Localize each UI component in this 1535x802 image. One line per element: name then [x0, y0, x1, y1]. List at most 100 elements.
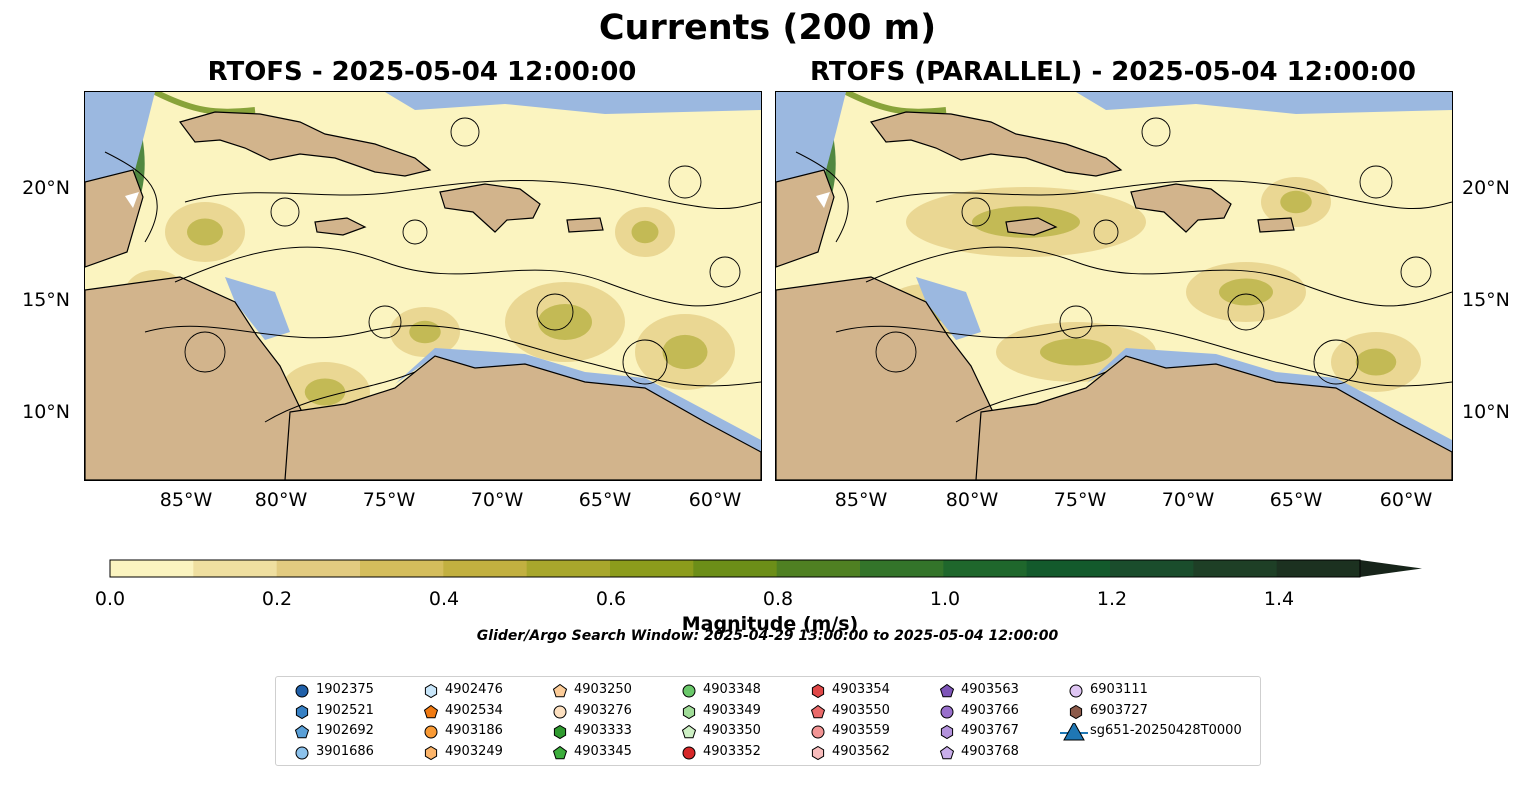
hexagon-marker-icon — [682, 704, 696, 719]
circle-marker-icon — [811, 725, 825, 739]
figure-title: Currents (200 m) — [598, 8, 937, 48]
speed-contour — [1219, 278, 1273, 306]
x-tick-label: 80°W — [945, 489, 999, 511]
hexagon-marker-icon — [940, 724, 954, 740]
streamline-eddy — [1227, 293, 1265, 331]
yucatan-land — [85, 169, 144, 268]
legend-label: 4903250 — [574, 682, 632, 697]
mosquitia-shelf-water — [225, 277, 290, 340]
colorbar-segment — [693, 560, 778, 577]
streamline — [795, 151, 849, 243]
x-tick-label: 70°W — [470, 489, 524, 511]
legend-label: 4903349 — [703, 702, 761, 718]
streamline — [955, 371, 1107, 423]
pentagon-marker-icon — [939, 683, 955, 698]
streamline-eddy — [1059, 305, 1093, 339]
south-america-land — [975, 355, 1452, 480]
loop-current-band — [844, 92, 947, 115]
streamline-eddy — [450, 117, 480, 147]
speed-contour — [1280, 190, 1312, 214]
speed-contour — [304, 378, 346, 406]
colorbar — [109, 559, 1422, 578]
south-america-land — [284, 355, 761, 480]
circle-marker-icon — [1069, 684, 1083, 698]
y-tick-label-left: 10°N — [22, 401, 70, 423]
circle-marker-icon — [682, 746, 696, 759]
legend: 1902375 1902521 1902692 3901686 4902476 49025… — [275, 676, 1261, 766]
colorbar-segment — [110, 560, 194, 577]
pentagon-marker-icon — [681, 724, 697, 739]
colorbar-tick-label: 0.8 — [762, 588, 794, 610]
colorbar-segment — [1276, 560, 1361, 577]
colorbar-tick-label: 1.2 — [1096, 588, 1128, 610]
legend-label: 6903111 — [1090, 682, 1148, 697]
y-tick-label-left: 15°N — [22, 289, 70, 311]
colorbar-segment — [776, 560, 861, 577]
colorbar-tick-label: 0.4 — [428, 588, 460, 610]
streamline — [184, 179, 761, 210]
central-america-land — [776, 276, 1047, 480]
legend-label: 4903562 — [832, 743, 890, 759]
colorbar-segment — [360, 560, 444, 577]
hispaniola-land — [439, 183, 541, 233]
colorbar-tick-label: 0.0 — [94, 588, 126, 610]
circle-marker-icon — [553, 705, 567, 718]
loop-current-band — [153, 92, 256, 115]
colorbar-segment — [1026, 560, 1111, 577]
yucatan-land — [776, 169, 835, 268]
jamaica-land — [1005, 217, 1058, 236]
legend-label: 4903345 — [574, 743, 632, 759]
streamline-eddy — [668, 165, 702, 199]
glider-track-wedge — [816, 192, 830, 208]
map-panel-rtofs — [84, 91, 762, 481]
colorbar-tick-label: 0.6 — [595, 588, 627, 610]
pentagon-marker-icon — [552, 745, 568, 759]
x-tick-label: 75°W — [362, 489, 416, 511]
hexagon-marker-icon — [553, 724, 567, 740]
circle-marker-icon — [424, 725, 438, 739]
panel-title-rtofs-parallel: RTOFS (PARALLEL) - 2025-05-04 12:00:00 — [810, 57, 1416, 87]
legend-label: 4903768 — [961, 743, 1019, 759]
streamline-eddy — [368, 305, 402, 339]
streamline-eddy — [1400, 256, 1432, 288]
puerto-rico-land — [566, 217, 604, 233]
y-tick-label-left: 20°N — [22, 177, 70, 199]
gulf-shelf-water — [776, 92, 846, 182]
colorbar-segment — [276, 560, 361, 577]
colorbar-label: Magnitude (m/s) — [681, 613, 859, 635]
streamline — [104, 151, 158, 243]
cuba-land — [178, 111, 432, 177]
streamline — [835, 324, 1452, 387]
hexagon-marker-icon — [1069, 704, 1083, 719]
speed-contour — [409, 320, 441, 344]
jamaica-land — [314, 217, 367, 236]
legend-label: 1902692 — [316, 723, 374, 738]
colorbar-tick-label: 0.2 — [261, 588, 293, 610]
streamline-eddy — [709, 256, 741, 288]
streamline-eddy — [402, 219, 428, 245]
streamline — [875, 179, 1452, 210]
current-map-rtofs — [85, 92, 761, 480]
legend-label: 4903348 — [703, 682, 761, 697]
colorbar-segment — [526, 560, 611, 577]
mosquitia-shelf-water — [916, 277, 981, 340]
colorbar-segment — [860, 560, 944, 577]
colorbar-segment — [610, 560, 694, 577]
circle-marker-icon — [682, 684, 696, 698]
legend-label: sg651-20250428T0000 — [1090, 723, 1242, 738]
speed-contour — [1040, 338, 1112, 366]
x-tick-label: 65°W — [578, 489, 632, 511]
legend-label: 4903559 — [832, 723, 890, 738]
pentagon-marker-icon — [810, 704, 826, 718]
streamline-eddy — [961, 197, 991, 227]
legend-label: 4903249 — [445, 743, 503, 759]
x-tick-label: 80°W — [254, 489, 308, 511]
colorbar-segment — [943, 560, 1028, 577]
legend-label: 4903352 — [703, 743, 761, 759]
legend-label: 1902375 — [316, 682, 374, 697]
speed-contour — [631, 220, 659, 244]
legend-label: 1902521 — [316, 702, 374, 718]
legend-label: 4902534 — [445, 702, 503, 718]
streamline-eddy — [875, 331, 917, 373]
legend-label: 4903354 — [832, 682, 890, 697]
